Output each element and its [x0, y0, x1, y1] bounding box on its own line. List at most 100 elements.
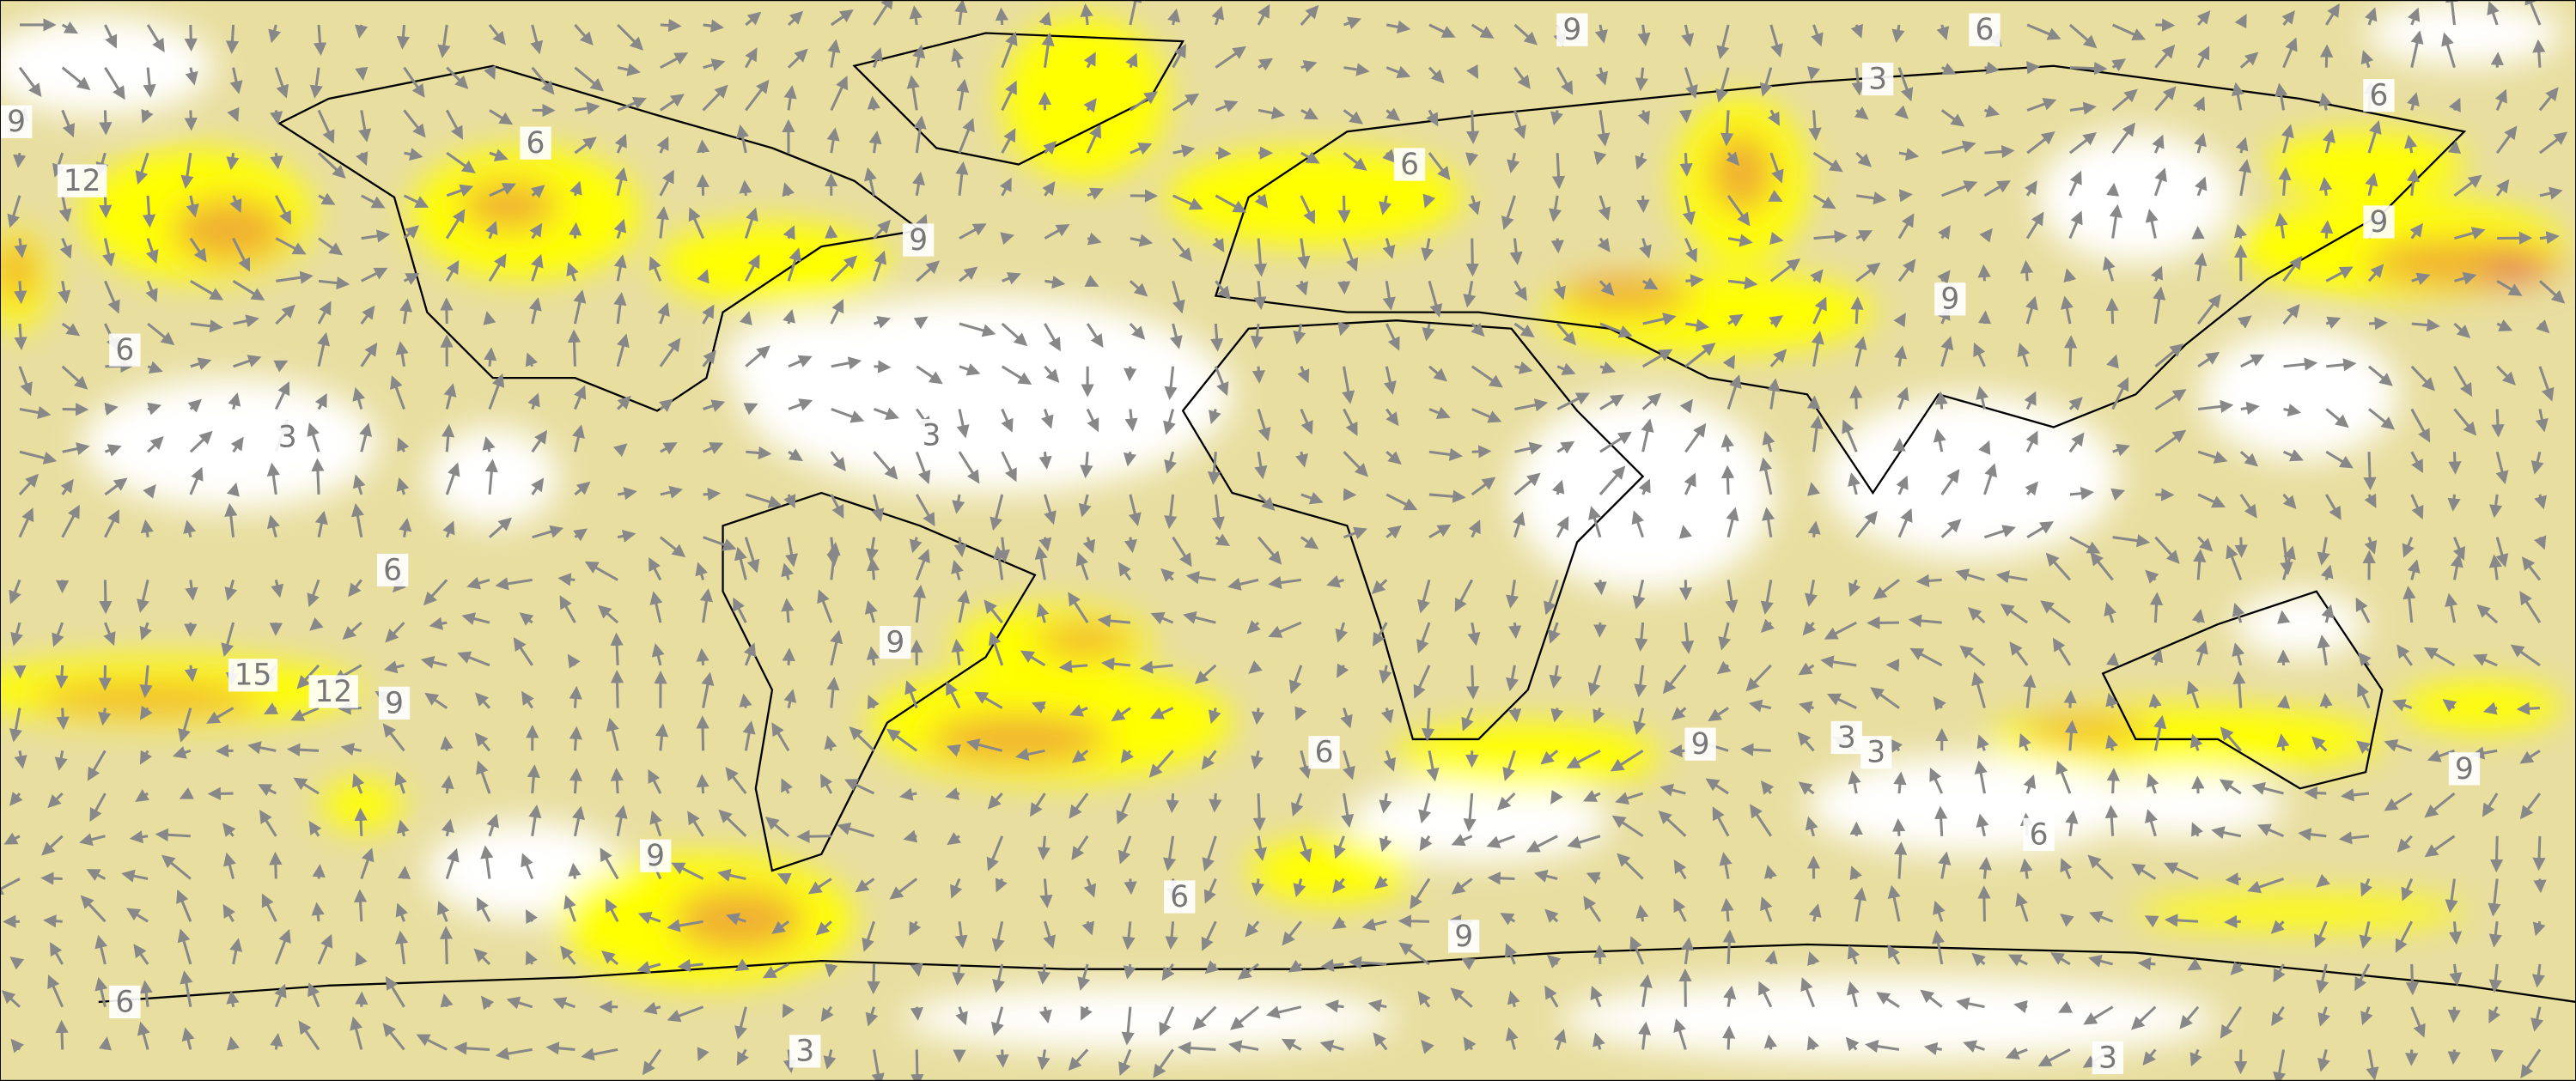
wind-arrow	[1556, 392, 1590, 410]
wind-arrow	[992, 545, 1006, 580]
wind-arrow	[2491, 409, 2505, 438]
wind-arrow	[1587, 665, 1602, 697]
wind-arrow	[98, 708, 112, 726]
wind-arrow	[286, 743, 320, 756]
wind-arrow	[2487, 1, 2500, 26]
wind-arrow	[446, 66, 469, 89]
wind-arrow	[276, 270, 314, 284]
wind-arrow	[2106, 354, 2119, 369]
wind-arrow	[915, 549, 930, 580]
wind-arrow	[457, 651, 490, 667]
wind-arrow	[2283, 404, 2302, 417]
wind-arrow	[2488, 554, 2502, 580]
wind-arrow	[2197, 399, 2234, 414]
wind-arrow	[1806, 395, 1821, 410]
wind-arrow	[461, 612, 490, 626]
wind-arrow	[996, 1049, 1009, 1068]
wind-arrow	[2225, 872, 2241, 886]
wind-arrow	[573, 528, 588, 542]
wind-arrow	[103, 280, 120, 314]
wind-arrow	[439, 926, 454, 964]
wind-arrow	[395, 341, 409, 367]
wind-arrow	[2404, 134, 2418, 154]
wind-arrow	[228, 392, 241, 410]
wind-arrow	[2154, 429, 2187, 453]
wind-arrow	[488, 23, 506, 46]
shade-blob	[1002, 16, 1166, 181]
wind-arrow	[403, 225, 420, 240]
wind-arrow	[2232, 602, 2245, 623]
wind-arrow	[2060, 295, 2074, 325]
contour-label: 9	[909, 223, 928, 258]
wind-arrow	[827, 542, 841, 580]
wind-arrow	[187, 398, 202, 413]
wind-arrow	[1084, 275, 1099, 288]
wind-arrow	[1002, 272, 1021, 285]
wind-arrow	[232, 280, 265, 301]
wind-arrow	[1268, 575, 1302, 590]
wind-arrow	[1716, 660, 1732, 675]
wind-arrow	[271, 580, 284, 598]
wind-arrow	[1727, 276, 1758, 290]
wind-arrow	[826, 127, 840, 154]
wind-arrow	[1343, 16, 1361, 30]
wind-arrow	[659, 169, 674, 197]
wind-arrow	[1454, 579, 1474, 613]
wind-arrow	[2197, 450, 2228, 464]
shade-blob	[2267, 131, 2464, 197]
wind-arrow	[830, 629, 843, 666]
wind-arrow	[1343, 526, 1367, 540]
wind-arrow	[2226, 544, 2243, 580]
wind-arrow	[614, 133, 627, 154]
wind-arrow	[574, 385, 587, 410]
wind-arrow	[2239, 451, 2259, 467]
wind-arrow	[1293, 323, 1306, 345]
contour-label: 9	[385, 686, 404, 720]
wind-arrow	[2368, 408, 2396, 430]
wind-arrow	[1513, 322, 1535, 337]
wind-arrow	[1813, 229, 1848, 244]
wind-arrow	[2105, 297, 2119, 325]
wind-arrow	[1508, 708, 1522, 723]
wind-arrow	[403, 109, 426, 138]
wind-arrow	[1682, 195, 1696, 226]
wind-arrow	[1967, 607, 1986, 624]
wind-arrow	[1513, 472, 1541, 496]
wind-arrow	[1812, 296, 1827, 325]
wind-arrow	[783, 225, 795, 240]
wind-arrow	[189, 237, 207, 263]
wind-arrow	[610, 632, 624, 665]
wind-arrow	[1258, 106, 1286, 120]
wind-arrow	[270, 152, 283, 170]
wind-arrow	[2510, 644, 2541, 667]
wind-arrow	[2411, 272, 2431, 286]
wind-arrow	[1977, 310, 1992, 325]
wind-arrow	[226, 152, 240, 171]
wind-arrow	[1124, 878, 1137, 896]
wind-arrow	[956, 78, 970, 111]
wind-arrow	[2068, 131, 2098, 155]
wind-arrow	[906, 75, 920, 111]
wind-arrow	[613, 218, 627, 240]
wind-arrow	[10, 622, 23, 647]
wind-arrow	[1385, 525, 1402, 539]
wind-arrow	[141, 108, 154, 124]
wind-arrow	[1253, 281, 1267, 311]
wind-arrow	[1854, 106, 1869, 120]
wind-arrow	[2410, 365, 2435, 392]
wind-arrow	[147, 402, 162, 416]
wind-arrow	[1851, 67, 1865, 96]
wind-arrow	[1164, 451, 1177, 474]
wind-arrow	[290, 707, 320, 721]
wind-arrow	[296, 664, 320, 689]
wind-arrow	[781, 562, 795, 580]
wind-arrow	[1544, 579, 1559, 616]
wind-arrow	[1044, 276, 1066, 289]
wind-arrow	[660, 94, 685, 112]
wind-arrow	[1507, 152, 1520, 173]
wind-arrow	[2538, 366, 2555, 402]
wind-arrow	[1043, 140, 1057, 155]
wind-arrow	[649, 256, 662, 282]
wind-arrow	[2025, 430, 2038, 452]
